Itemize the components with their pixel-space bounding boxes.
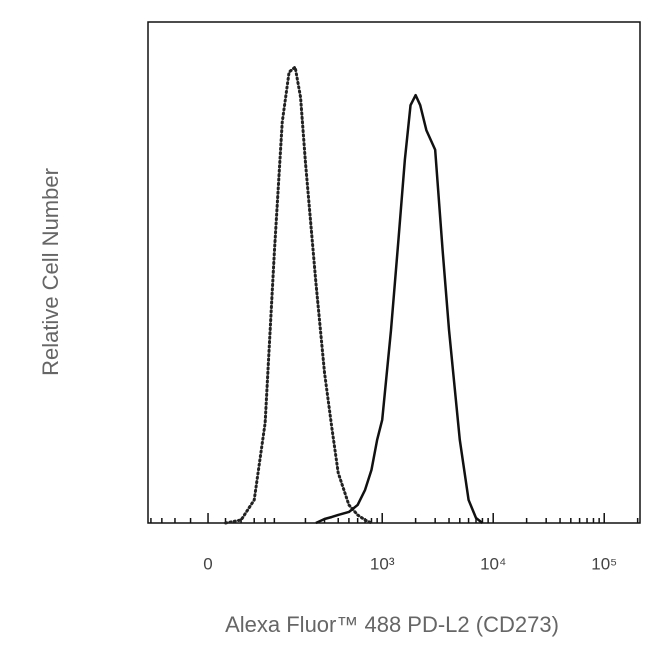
x-axis-label: Alexa Fluor™ 488 PD-L2 (CD273) xyxy=(225,612,559,637)
y-axis-label: Relative Cell Number xyxy=(38,168,63,376)
histogram-line xyxy=(315,93,484,525)
x-tick-label: 10⁵ xyxy=(591,554,617,573)
x-tick-label: 10⁴ xyxy=(480,554,506,573)
plot-frame xyxy=(147,21,641,524)
x-tick-label: 0 xyxy=(203,554,212,573)
histogram-line xyxy=(224,65,373,525)
x-tick-label: 10³ xyxy=(370,554,395,573)
